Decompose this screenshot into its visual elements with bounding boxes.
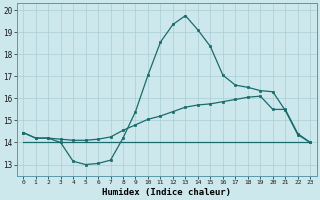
X-axis label: Humidex (Indice chaleur): Humidex (Indice chaleur)	[102, 188, 231, 197]
